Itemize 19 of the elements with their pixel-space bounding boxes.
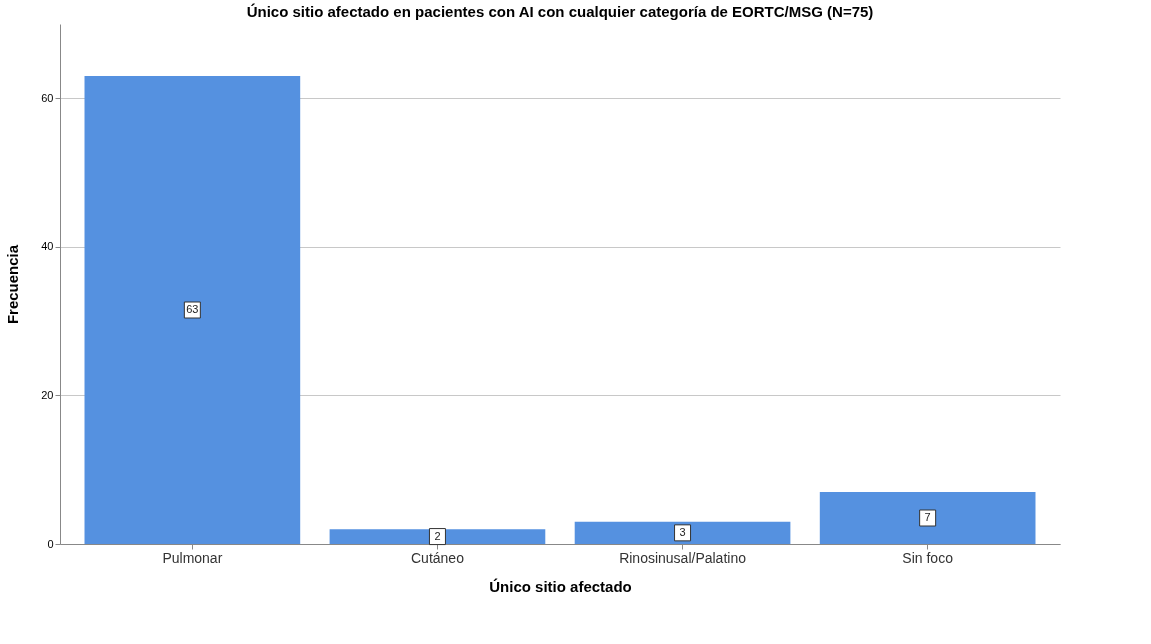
data-label: 2 (434, 529, 441, 542)
y-tick-label: 20 (41, 388, 54, 401)
y-tick-label: 60 (41, 91, 54, 104)
y-tick-label: 40 (41, 240, 54, 253)
x-tick-label: Cutáneo (410, 549, 465, 566)
chart-title: Único sitio afectado en pacientes con AI con cualquier categoría de EORTC/MSG (N=75) (246, 3, 874, 20)
x-tick-label: Pulmonar (162, 549, 223, 566)
bar (819, 492, 1036, 544)
bar (329, 529, 546, 544)
y-axis-title: Frecuencia (4, 244, 22, 325)
x-tick-label: Sin foco (902, 549, 954, 566)
x-axis-title: Único sitio afectado (489, 577, 632, 595)
data-label: 63 (186, 303, 199, 315)
data-label: 7 (924, 511, 931, 523)
y-tick-label: 0 (47, 537, 54, 550)
bar (84, 76, 301, 544)
bar (574, 521, 791, 544)
data-label: 3 (679, 525, 686, 538)
x-tick-label: Rinosinusal/Palatino (619, 549, 747, 566)
